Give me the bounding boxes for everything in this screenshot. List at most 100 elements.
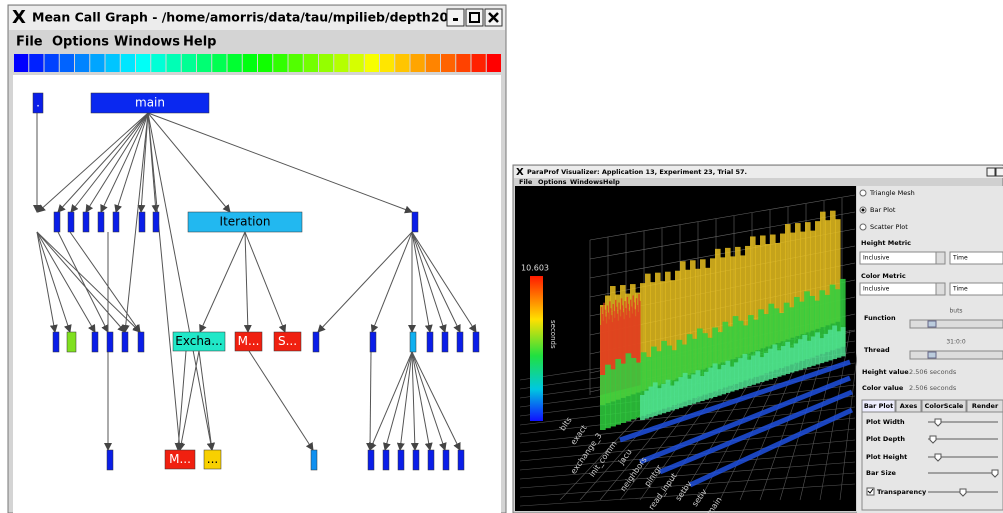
color-cell [380,54,395,72]
slider-thumb[interactable] [929,435,937,444]
dropdown[interactable] [949,282,1003,296]
menu-item[interactable]: Windows [570,178,603,186]
bar-3d [648,386,654,418]
menu-item[interactable]: Windows [114,35,180,50]
bar-3d [793,343,799,372]
call-edge [114,112,149,213]
call-node[interactable] [112,211,120,233]
check-mark [867,488,874,494]
menu-item[interactable]: Help [183,35,216,50]
bar-3d [625,308,627,389]
call-node[interactable] [106,449,114,471]
call-node[interactable] [426,331,434,353]
bar-3d [639,375,851,465]
bar-3d [622,312,624,390]
call-node[interactable] [472,331,480,353]
call-node[interactable] [164,449,196,470]
call-node[interactable] [273,331,302,352]
bar-3d [695,268,701,372]
panel-label[interactable]: Triangle Mesh [869,189,915,197]
bar-3d [708,367,714,399]
call-node[interactable] [138,211,146,233]
call-node[interactable] [367,449,375,471]
call-node[interactable] [67,211,75,233]
radio-button[interactable] [859,223,867,231]
call-node[interactable] [409,331,417,353]
bar-3d [705,267,711,368]
grid-line [519,417,856,453]
panel-label[interactable]: Scatter Plot [870,223,908,231]
bar-3d [805,222,811,333]
bar-3d [680,261,686,377]
call-edge [57,231,109,333]
call-node[interactable] [369,331,377,353]
maximize-button[interactable] [465,8,484,27]
call-node[interactable] [90,92,210,114]
call-node[interactable] [412,449,420,471]
call-node[interactable] [456,331,464,353]
dropdown-arrow [935,251,946,265]
call-node[interactable] [32,92,44,114]
menu-item[interactable]: Options [52,35,109,50]
call-node[interactable] [442,449,450,471]
call-edge [411,231,477,333]
call-edge [369,351,413,451]
minimize-button[interactable] [986,167,996,177]
scroll-thumb[interactable] [927,320,937,328]
bar-3d [830,210,836,324]
call-node[interactable] [203,449,222,470]
menu-item[interactable]: File [16,35,43,50]
menu-item[interactable]: Options [538,178,567,186]
minimize-button[interactable] [446,8,465,27]
call-node[interactable] [427,449,435,471]
call-node[interactable] [91,331,99,353]
slider-thumb[interactable] [959,488,967,497]
dropdown[interactable] [949,251,1003,265]
bar-3d [620,316,622,390]
call-node[interactable] [106,331,114,353]
call-node[interactable] [397,449,405,471]
panel-label[interactable]: Transparency [877,488,927,496]
scrollbar[interactable] [909,350,1003,360]
window-buttons [446,8,503,27]
dropdown-arrow [935,282,946,296]
call-node[interactable] [234,331,263,352]
call-node[interactable] [53,211,61,233]
bar-3d [607,312,609,394]
slider-thumb[interactable] [934,418,942,427]
bar-3d [652,382,658,416]
call-node[interactable] [441,331,449,353]
bar-3d [661,383,667,414]
color-cell [14,54,29,72]
call-node[interactable] [66,331,77,353]
call-node[interactable] [411,211,419,233]
menu-item[interactable]: File [519,178,533,186]
call-node[interactable] [137,331,145,353]
slider-thumb[interactable] [991,469,999,478]
panel-label[interactable]: Bar Plot [870,206,896,214]
call-node[interactable] [312,331,320,353]
scroll-thumb[interactable] [927,351,937,359]
call-node[interactable] [382,449,390,471]
bar-3d [727,326,734,386]
bar-3d [644,390,650,419]
call-node[interactable] [152,211,160,233]
call-node[interactable] [121,331,129,353]
call-node[interactable] [310,449,318,471]
call-node[interactable] [97,211,105,233]
bar-3d [720,257,726,363]
color-cell [395,54,410,72]
bar-3d [755,244,761,351]
call-node[interactable] [82,211,90,233]
menu-item[interactable]: Help [603,178,620,186]
scrollbar[interactable] [909,319,1003,329]
color-scale [530,276,543,421]
call-node[interactable] [187,211,303,233]
slider-thumb[interactable] [934,453,942,462]
radio-button[interactable] [859,189,867,197]
call-node[interactable] [172,331,226,352]
bar-3d [605,316,607,394]
maximize-button[interactable] [995,167,1003,177]
call-node[interactable] [52,331,60,353]
call-node[interactable] [457,449,465,471]
